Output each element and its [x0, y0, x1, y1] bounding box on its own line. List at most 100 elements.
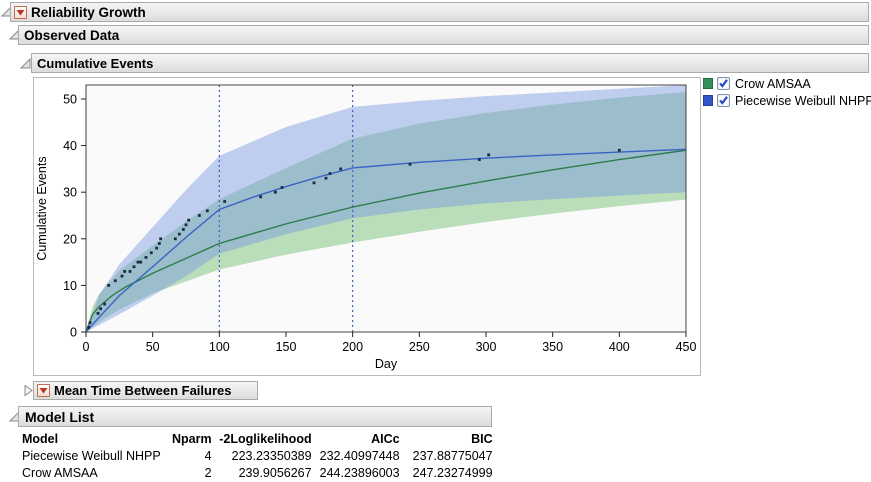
- model-list-header-row: Model Nparm -2Loglikelihood AICc BIC: [22, 431, 493, 448]
- column-header-aicc: AICc: [371, 432, 400, 446]
- observed-data-point: [159, 237, 163, 241]
- y-tick-label: 10: [63, 279, 77, 293]
- y-tick-label: 50: [63, 92, 77, 106]
- table-cell: 4: [204, 449, 212, 463]
- legend-checkbox-crow-amsaa[interactable]: [717, 77, 730, 90]
- y-axis-title: Cumulative Events: [35, 156, 49, 260]
- observed-data-point: [113, 279, 117, 283]
- legend-color-swatch: [703, 78, 713, 89]
- fit-line-piecewise-weibull-nhpp: [85, 148, 687, 333]
- section-title: Reliability Growth: [31, 4, 146, 20]
- section-title: Model List: [25, 408, 95, 425]
- observed-data-point: [136, 260, 140, 264]
- outline-header-mtbf[interactable]: Mean Time Between Failures: [33, 381, 258, 400]
- observed-data-point: [88, 321, 92, 325]
- observed-data-point: [99, 307, 103, 311]
- observed-data-point: [259, 195, 263, 199]
- y-tick-label: 40: [63, 139, 77, 153]
- observed-data-point: [96, 311, 100, 315]
- observed-data-point: [280, 186, 284, 189]
- legend-label: Piecewise Weibull NHPP: [735, 93, 871, 108]
- table-cell: Crow AMSAA: [22, 466, 98, 480]
- outline-header-model-list[interactable]: Model List: [18, 406, 492, 427]
- cumulative-events-chart-panel: 0 50 100 150 200 250 300 350 400 450 0 10 20 30 40 50 Da…: [33, 77, 701, 376]
- outline-header-reliability-growth[interactable]: Reliability Growth: [10, 2, 869, 22]
- observed-data-point: [139, 260, 143, 264]
- table-cell: 232.40997448: [319, 449, 400, 463]
- y-tick-label: 0: [70, 326, 77, 340]
- observed-data-point: [107, 283, 111, 287]
- legend-checkbox-piecewise-weibull-nhpp[interactable]: [717, 94, 730, 107]
- table-cell: 247.23274999: [412, 466, 493, 480]
- observed-data-point: [87, 325, 91, 329]
- confidence-band-piecewise-weibull-nhpp: [86, 85, 686, 332]
- y-tick-label: 20: [63, 232, 77, 246]
- observed-data-point: [103, 302, 107, 306]
- observed-data-point: [144, 256, 148, 259]
- x-tick-label: 50: [146, 340, 160, 354]
- plot-frame: [85, 84, 687, 333]
- red-triangle-menu-icon[interactable]: [14, 5, 27, 19]
- observed-data-point: [487, 153, 491, 157]
- section-title: Mean Time Between Failures: [54, 383, 232, 398]
- section-title: Cumulative Events: [37, 55, 154, 71]
- observed-data-point: [617, 148, 621, 152]
- x-tick-label: 150: [276, 340, 297, 354]
- x-tick-label: 300: [476, 340, 497, 354]
- column-header-bic: BIC: [471, 432, 493, 446]
- column-header-nparm: Nparm: [172, 432, 212, 446]
- outline-header-observed-data[interactable]: Observed Data: [18, 25, 869, 45]
- observed-data-point: [273, 190, 277, 194]
- x-tick-label: 0: [83, 340, 90, 354]
- chart-legend: Crow AMSAA Piecewise Weibull NHPP: [703, 75, 871, 109]
- table-cell: 244.23896003: [319, 466, 400, 480]
- disclosure-triangle-expanded[interactable]: [20, 58, 31, 69]
- observed-data-point: [205, 209, 209, 213]
- column-header-2loglikelihood: -2Loglikelihood: [219, 432, 312, 446]
- observed-data-point: [123, 270, 127, 273]
- x-tick-label: 450: [676, 340, 697, 354]
- x-tick-label: 200: [342, 340, 363, 354]
- observed-data-point: [157, 242, 161, 245]
- observed-data-point: [339, 167, 343, 171]
- observed-data-point: [120, 274, 124, 278]
- cumulative-events-plot[interactable]: 0 50 100 150 200 250 300 350 400 450 0 10 20 30 40 50 Da…: [34, 78, 700, 375]
- plot-area: [86, 85, 686, 332]
- observed-data-point: [184, 223, 188, 227]
- column-header-model: Model: [22, 432, 59, 446]
- observed-data-point: [177, 232, 181, 236]
- observed-data-point: [223, 200, 227, 203]
- table-row: Crow AMSAA 2 239.9056267 244.23896003 247.23…: [22, 465, 493, 482]
- disclosure-triangle-collapsed[interactable]: [23, 385, 34, 396]
- observed-data-point: [149, 251, 153, 255]
- table-cell: 239.9056267: [238, 466, 312, 480]
- observed-data-point: [328, 172, 332, 175]
- legend-label: Crow AMSAA: [735, 76, 811, 91]
- table-cell: Piecewise Weibull NHPP: [22, 449, 161, 463]
- observed-data-point: [155, 246, 159, 250]
- observed-data-point: [173, 237, 177, 241]
- section-title: Observed Data: [24, 27, 120, 43]
- x-tick-label: 400: [609, 340, 630, 354]
- legend-item: Piecewise Weibull NHPP: [703, 92, 871, 109]
- table-cell: 223.23350389: [231, 449, 312, 463]
- observed-data-point: [132, 265, 136, 269]
- observed-data-point: [408, 162, 412, 166]
- y-tick-label: 30: [63, 186, 77, 200]
- table-row: Piecewise Weibull NHPP 4 223.23350389 232.4…: [22, 448, 493, 465]
- legend-color-swatch: [703, 95, 713, 106]
- confidence-band-crow-amsaa: [86, 91, 686, 332]
- observed-data-point: [324, 176, 328, 180]
- x-axis-title: Day: [375, 357, 398, 371]
- x-tick-label: 250: [409, 340, 430, 354]
- red-triangle-menu-icon[interactable]: [37, 384, 50, 397]
- x-tick-label: 350: [542, 340, 563, 354]
- outline-header-cumulative-events[interactable]: Cumulative Events: [31, 53, 869, 73]
- observed-data-point: [197, 214, 201, 217]
- observed-data-point: [187, 218, 191, 222]
- table-cell: 2: [204, 466, 212, 480]
- observed-data-point: [477, 158, 481, 161]
- legend-item: Crow AMSAA: [703, 75, 871, 92]
- observed-data-point: [128, 270, 132, 273]
- table-cell: 237.88775047: [412, 449, 493, 463]
